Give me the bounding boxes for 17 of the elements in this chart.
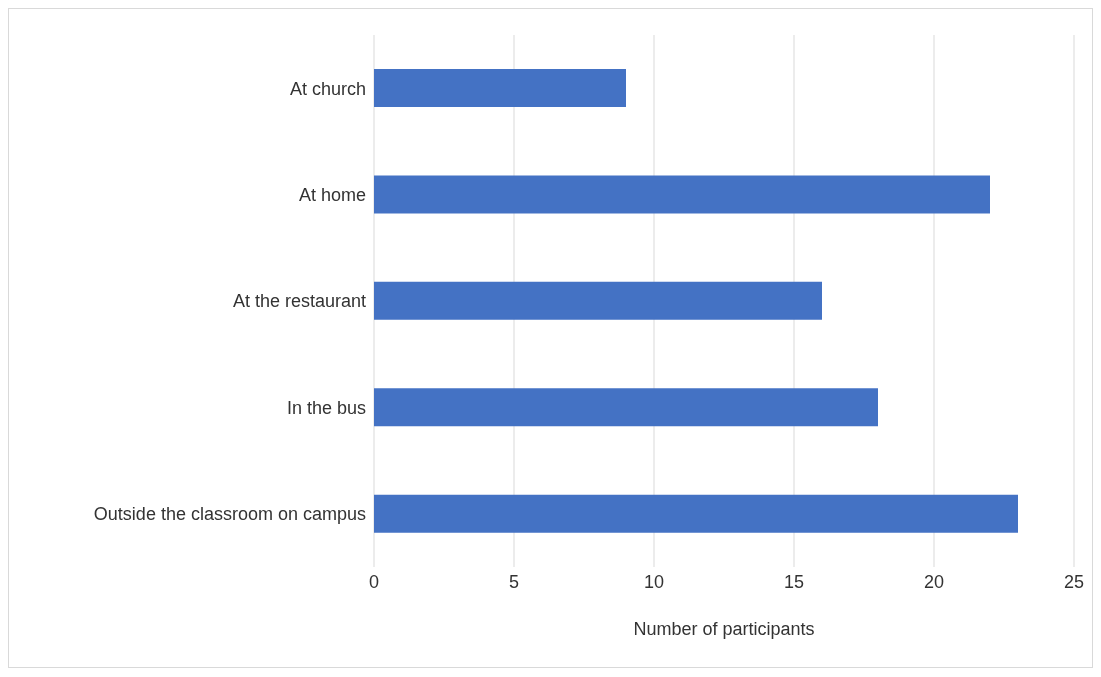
y-tick-label: In the bus (286, 397, 366, 418)
x-tick-label: 20 (923, 571, 945, 592)
y-tick-label: At the restaurant (232, 291, 366, 312)
y-tick-label: At home (298, 184, 366, 205)
x-tick-label: 5 (508, 571, 520, 592)
y-tick-label: Outside the classroom on campus (93, 504, 366, 525)
y-tick-label: At church (289, 78, 366, 99)
bar (374, 175, 990, 214)
bar (374, 69, 626, 108)
bar (374, 388, 878, 427)
x-tick-label: 15 (783, 571, 805, 592)
bar (374, 494, 1018, 533)
x-tick-label: 0 (368, 571, 380, 592)
x-tick-label: 10 (643, 571, 665, 592)
bar (374, 281, 822, 320)
x-tick-label: 25 (1063, 571, 1085, 592)
x-axis-title: Number of participants (633, 619, 815, 639)
